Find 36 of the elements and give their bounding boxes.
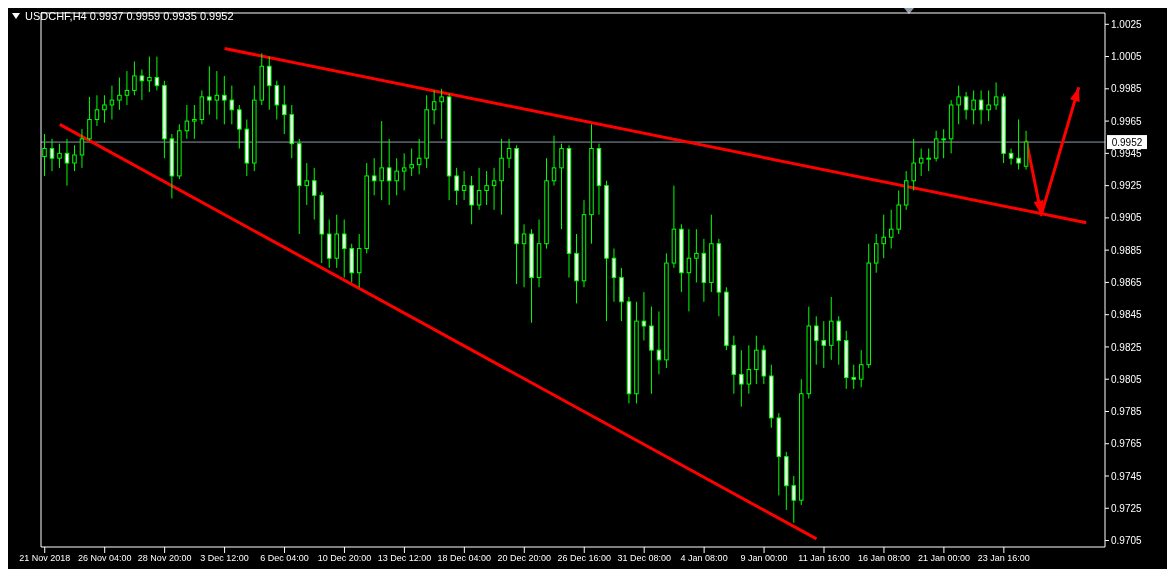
x-tick-label: 3 Dec 12:00 (200, 553, 249, 564)
y-tick-label: 0.9905 (1111, 212, 1143, 224)
y-tick-label: 0.9805 (1111, 373, 1143, 385)
y-tick-label: 0.9825 (1111, 341, 1143, 353)
x-tick-label: 13 Dec 12:00 (377, 553, 432, 564)
x-tick-label: 28 Nov 20:00 (137, 553, 192, 564)
y-tick-label: 0.9945 (1111, 147, 1143, 159)
x-tick-label: 26 Dec 16:00 (557, 553, 612, 564)
y-tick-label: 0.9765 (1111, 438, 1143, 450)
chart-title: USDCHF,H4 0.9937 0.9959 0.9935 0.9952 (25, 10, 234, 22)
x-tick-label: 21 Jan 00:00 (917, 553, 970, 564)
x-tick-label: 6 Dec 04:00 (260, 553, 309, 564)
x-tick-label: 18 Dec 04:00 (437, 553, 492, 564)
y-tick-label: 0.9965 (1111, 115, 1143, 127)
y-tick-label: 0.9865 (1111, 276, 1143, 288)
x-tick-label: 16 Jan 08:00 (857, 553, 910, 564)
y-tick-label: 0.9985 (1111, 83, 1143, 95)
x-tick-label: 21 Nov 2018 (19, 553, 71, 564)
y-tick-label: 0.9885 (1111, 244, 1143, 256)
ref-line-label: 0.9952 (1111, 137, 1143, 149)
x-tick-label: 26 Nov 04:00 (77, 553, 132, 564)
x-tick-label: 4 Jan 08:00 (680, 553, 728, 564)
y-tick-label: 0.9785 (1111, 406, 1143, 418)
x-tick-label: 23 Jan 16:00 (977, 553, 1030, 564)
y-tick-label: 0.9745 (1111, 470, 1143, 482)
x-tick-label: 20 Dec 20:00 (497, 553, 552, 564)
y-tick-label: 1.0025 (1111, 18, 1143, 30)
x-tick-label: 10 Dec 20:00 (317, 553, 372, 564)
x-tick-label: 31 Dec 08:00 (617, 553, 671, 564)
x-tick-label: 9 Jan 00:00 (740, 553, 788, 564)
y-tick-label: 1.0005 (1111, 51, 1143, 63)
y-tick-label: 0.9925 (1111, 180, 1143, 192)
y-tick-label: 0.9725 (1111, 502, 1143, 514)
y-tick-label: 0.9845 (1111, 309, 1143, 321)
y-tick-label: 0.9705 (1111, 535, 1143, 547)
x-tick-label: 11 Jan 16:00 (798, 553, 850, 564)
